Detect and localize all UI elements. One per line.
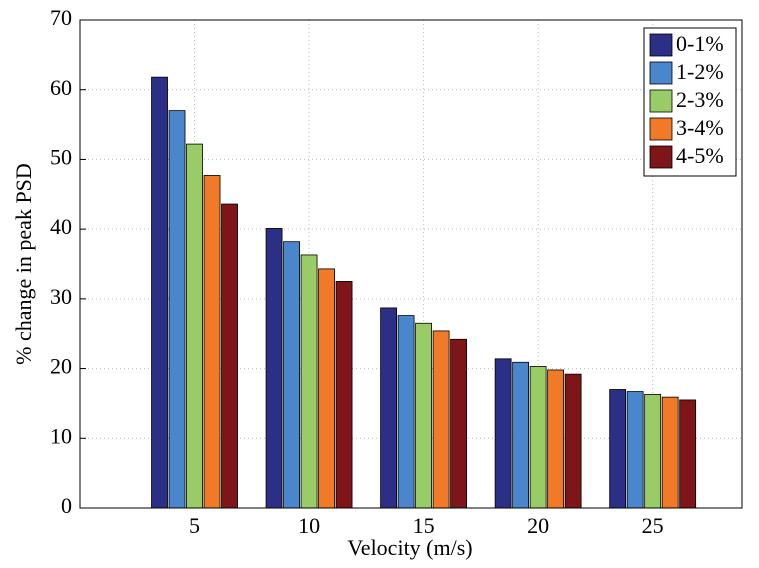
legend-label: 4-5%: [676, 143, 724, 168]
bar: [494, 358, 512, 509]
y-tick-label: 30: [50, 284, 72, 309]
bar: [265, 228, 283, 509]
legend-label: 1-2%: [676, 59, 724, 84]
bar: [609, 389, 627, 509]
bar: [626, 391, 644, 509]
legend: 0-1% 1-2% 2-3% 3-4% 4-5%: [643, 27, 737, 177]
y-axis-label: % change in peak PSD: [11, 163, 36, 365]
bar: [644, 393, 662, 509]
legend-swatch: [649, 33, 673, 57]
bar: [186, 143, 203, 509]
bar: [564, 373, 582, 509]
bar: [432, 330, 450, 509]
x-axis-label: Velocity (m/s): [347, 535, 472, 560]
y-tick-label: 70: [50, 5, 72, 30]
x-tick-label: 20: [527, 513, 549, 538]
bar: [168, 110, 186, 509]
legend-label: 2-3%: [676, 87, 724, 112]
x-tick-label: 5: [189, 513, 200, 538]
bar: [151, 76, 168, 509]
x-tick-label: 25: [642, 513, 664, 538]
bar: [380, 307, 397, 509]
bar: [335, 281, 353, 509]
bar: [300, 254, 318, 509]
bar: [318, 268, 335, 509]
y-tick-label: 10: [50, 423, 72, 448]
legend-swatch: [649, 89, 673, 113]
bar: [661, 396, 679, 509]
bar: [221, 203, 238, 509]
bar: [547, 369, 565, 509]
y-tick-label: 50: [50, 144, 72, 169]
x-tick-label: 15: [413, 513, 435, 538]
bar: [203, 175, 221, 509]
y-tick-label: 20: [50, 354, 72, 379]
legend-swatch: [649, 61, 673, 85]
legend-label: 3-4%: [676, 115, 724, 140]
y-tick-label: 60: [50, 75, 72, 100]
plot-frame: [79, 19, 743, 509]
legend-swatch: [649, 145, 673, 169]
bar: [415, 322, 432, 509]
y-tick-label: 0: [61, 493, 72, 518]
bar: [512, 361, 530, 509]
bar: [679, 399, 697, 509]
bar: [450, 338, 467, 509]
legend-label: 0-1%: [676, 31, 724, 56]
bar: [529, 366, 547, 509]
x-tick-label: 10: [298, 513, 320, 538]
legend-swatch: [649, 117, 673, 141]
bar: [283, 241, 300, 509]
y-tick-label: 40: [50, 214, 72, 239]
bar: [397, 315, 415, 509]
